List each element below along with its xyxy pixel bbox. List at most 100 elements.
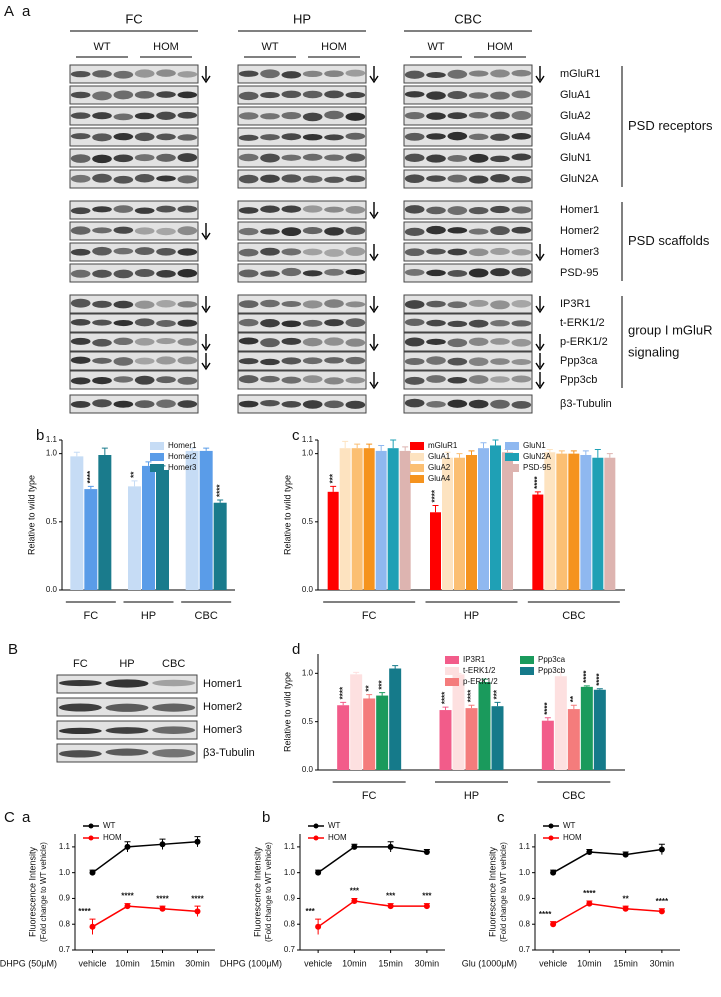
protein-label: Ppp3ca — [560, 355, 598, 367]
blot-strip — [403, 169, 533, 189]
blot-band — [511, 338, 532, 347]
blot-strip — [69, 200, 199, 220]
blot-background — [69, 64, 199, 84]
bracket-label: PSD receptors — [628, 118, 713, 133]
x-tick-label: HP — [141, 610, 156, 622]
x-tick-label: 30min — [415, 958, 440, 968]
error-bar — [442, 706, 449, 711]
blot-band — [490, 376, 510, 383]
legend-swatch — [520, 656, 534, 664]
lane-label: CBC — [162, 658, 185, 670]
blot-band — [113, 247, 134, 255]
blot-band — [426, 225, 446, 235]
series-line — [317, 846, 427, 874]
bar — [439, 710, 452, 770]
blot-band — [238, 112, 259, 120]
blot-band — [177, 376, 198, 385]
y-tick-label: 1.0 — [46, 449, 58, 458]
y-tick-label: 0.7 — [519, 945, 531, 954]
series-line — [92, 905, 198, 928]
y-tick-label: 0.5 — [46, 517, 58, 526]
blot-strip — [237, 106, 367, 126]
bar — [351, 448, 363, 590]
legend-label: GluN1 — [523, 441, 546, 450]
blot-band — [113, 175, 134, 184]
blot-band — [511, 69, 532, 77]
blot-band — [281, 401, 302, 408]
blot-background — [237, 200, 367, 220]
blot-band — [511, 90, 532, 99]
series-line — [92, 840, 198, 874]
y-tick-label: 0.0 — [46, 585, 58, 594]
blot-band — [426, 175, 446, 182]
x-tick-label: CBC — [562, 610, 585, 622]
legend-marker — [88, 835, 94, 841]
blot-background — [69, 106, 199, 126]
significance: ** — [130, 471, 139, 478]
blot-band — [324, 90, 344, 99]
blot-band — [238, 318, 259, 327]
series-line — [317, 900, 427, 928]
blot-band — [345, 132, 366, 140]
blot-band — [511, 153, 532, 161]
point — [387, 843, 394, 850]
point — [194, 908, 201, 915]
arrow-head — [535, 75, 545, 84]
blot-band — [58, 750, 102, 758]
significance: *** — [422, 892, 432, 901]
y-tick-label: 1.1 — [46, 435, 58, 444]
blot-band — [113, 319, 134, 327]
blot-band — [404, 70, 425, 79]
blot-band — [490, 268, 510, 277]
error-bar — [546, 449, 553, 453]
y-axis-label: Fluorescence Intensity — [27, 846, 37, 937]
point — [89, 869, 96, 876]
genotype-label: WT — [261, 41, 278, 53]
blot-band — [281, 320, 302, 328]
blot-band — [134, 132, 155, 142]
y-axis-label: (Fold change to WT vehicle) — [499, 842, 508, 942]
blot-band — [260, 69, 280, 79]
error-bar — [366, 443, 373, 449]
blot-strip — [237, 200, 367, 220]
bar — [544, 452, 556, 590]
error-bar — [468, 704, 475, 709]
blot-band — [177, 400, 198, 408]
blot-band — [113, 269, 134, 279]
blot-band — [238, 153, 259, 162]
bar — [541, 720, 554, 770]
blot-band — [238, 300, 259, 309]
legend-swatch — [410, 442, 424, 450]
blot-strip — [69, 332, 199, 352]
x-tick-label: HP — [464, 790, 479, 802]
bar — [592, 457, 604, 590]
blot-band — [468, 175, 489, 184]
legend-swatch — [410, 475, 424, 483]
blot-band — [92, 399, 112, 408]
blot-band — [345, 247, 366, 256]
blot-band — [324, 377, 344, 385]
error-bar — [131, 480, 138, 487]
bar — [327, 491, 339, 590]
blot-band — [404, 357, 425, 366]
protein-label: Homer1 — [203, 678, 242, 690]
bracket-label: group I mGluR — [628, 322, 713, 337]
blot-strip — [237, 169, 367, 189]
blot-strip — [403, 370, 533, 390]
blot-band — [490, 133, 510, 141]
blot-band — [345, 175, 366, 183]
genotype-label: HOM — [487, 41, 513, 53]
blot-strip — [56, 674, 198, 694]
arrow-head — [369, 75, 379, 84]
blot-background — [69, 351, 199, 371]
error-bar — [570, 704, 577, 710]
blot-strip — [69, 370, 199, 390]
significance: *** — [493, 689, 502, 699]
point — [194, 838, 201, 845]
blot-band — [92, 206, 112, 213]
x-tick-label: FC — [83, 610, 98, 622]
blot-band — [281, 300, 302, 308]
blot-band — [324, 227, 344, 236]
bracket-label: PSD scaffolds — [628, 233, 710, 248]
point — [550, 869, 557, 876]
